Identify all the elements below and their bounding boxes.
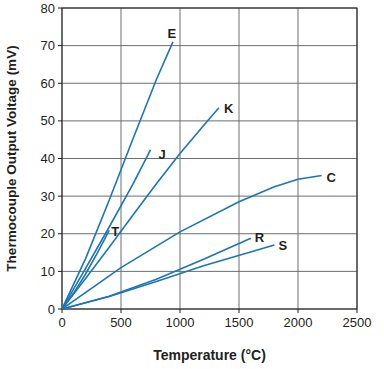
- y-grid-line: [62, 196, 357, 197]
- series-line: [62, 108, 219, 309]
- series-line: [62, 150, 151, 309]
- chart-container: 0 500 1000 1500 2000 2500 0 10 20 30 40 50 60 70 80 E J K…: [0, 0, 384, 369]
- y-grid-line: [62, 120, 357, 121]
- y-tick-label: 80: [41, 1, 55, 16]
- y-tick-label: 10: [41, 264, 55, 279]
- chart-svg: 0 500 1000 1500 2000 2500 0 10 20 30 40 50 60 70 80 E J K…: [0, 0, 384, 369]
- series-line: [62, 230, 109, 309]
- x-tick: [180, 309, 181, 313]
- x-axis-title: Temperature (°C): [153, 347, 266, 363]
- series-label: T: [111, 224, 119, 239]
- x-tick-label: 500: [110, 315, 132, 330]
- series-label: C: [327, 170, 337, 185]
- y-tick-label: 40: [41, 151, 55, 166]
- series-label: K: [224, 101, 234, 116]
- series-label: R: [255, 230, 265, 245]
- y-tick: [58, 158, 62, 159]
- x-tick: [357, 309, 358, 313]
- x-tick-label: 1000: [166, 315, 195, 330]
- x-tick-label: 0: [58, 315, 65, 330]
- x-tick: [121, 309, 122, 313]
- y-tick: [58, 309, 62, 310]
- y-tick-label: 30: [41, 189, 55, 204]
- plot-frame: [62, 8, 357, 309]
- series-line: [62, 175, 322, 309]
- y-tick: [58, 120, 62, 121]
- x-tick: [239, 309, 240, 313]
- y-tick-label: 20: [41, 226, 55, 241]
- x-tick-label: 2000: [284, 315, 313, 330]
- grid: [62, 8, 357, 309]
- y-tick: [58, 45, 62, 46]
- y-axis-title: Thermocouple Output Voltage (mV): [4, 45, 19, 271]
- y-tick: [58, 83, 62, 84]
- series-label: S: [278, 238, 287, 253]
- x-tick: [62, 309, 63, 313]
- y-grid-line: [62, 45, 357, 46]
- y-tick: [58, 8, 62, 9]
- series-line: [62, 42, 173, 309]
- y-grid-line: [62, 158, 357, 159]
- y-tick-label: 0: [48, 302, 55, 317]
- y-grid-line: [62, 83, 357, 84]
- series-line: [62, 245, 274, 309]
- x-tick: [298, 309, 299, 313]
- y-tick-label: 50: [41, 113, 55, 128]
- y-tick: [58, 271, 62, 272]
- series-line: [62, 238, 251, 309]
- y-tick: [58, 196, 62, 197]
- x-tick-label: 1500: [225, 315, 254, 330]
- y-tick-label: 70: [41, 38, 55, 53]
- series-lines: [62, 42, 322, 309]
- y-grid-line: [62, 271, 357, 272]
- series-label: J: [159, 147, 166, 162]
- y-tick-label: 60: [41, 76, 55, 91]
- y-tick: [58, 233, 62, 234]
- x-tick-label: 2500: [343, 315, 372, 330]
- series-label: E: [168, 26, 177, 41]
